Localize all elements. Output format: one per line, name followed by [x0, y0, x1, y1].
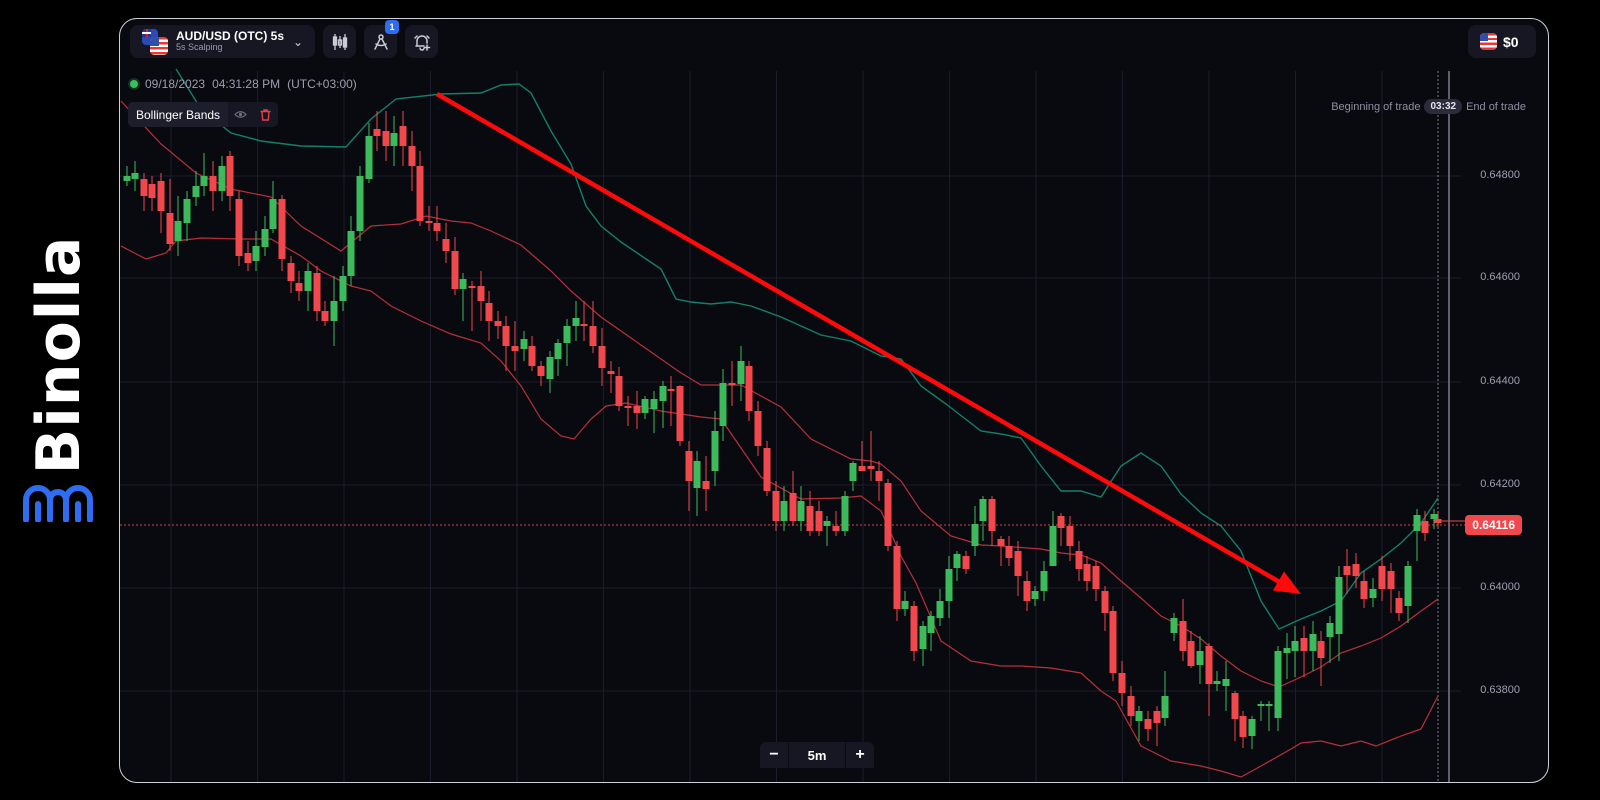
compass-icon [373, 33, 388, 50]
us-flag-icon [1480, 33, 1497, 50]
aud-usd-flags-icon [142, 28, 168, 55]
eye-icon [234, 111, 247, 118]
asset-mode: 5s Scalping [176, 42, 223, 53]
brand-wordmark: Binolla [24, 235, 94, 475]
price-chart[interactable] [120, 19, 1549, 783]
beginning-of-trade-label: Beginning of trade [1331, 100, 1421, 113]
time-text: 04:31:28 PM [212, 77, 281, 91]
alarm-add-icon [413, 34, 430, 51]
zoom-in-button[interactable]: + [855, 746, 865, 763]
end-of-trade-label: End of trade [1466, 100, 1526, 113]
candlestick-icon [332, 33, 347, 50]
trade-timeline-labels: Beginning of trade 03:32 End of trade [1331, 99, 1526, 114]
asset-name: AUD/USD (OTC) 5s [176, 28, 285, 43]
price-tick-label: 0.64200 [1480, 478, 1520, 490]
zoom-out-button[interactable]: − [769, 746, 779, 763]
timeframe-zoom-control: − 5m + [760, 742, 874, 768]
asset-selector[interactable]: AUD/USD (OTC) 5s 5s Scalping ⌄ [130, 25, 315, 58]
price-tick-label: 0.63800 [1480, 684, 1520, 696]
chart-toolbar: AUD/USD (OTC) 5s 5s Scalping ⌄ 1 [130, 20, 438, 58]
price-tick-label: 0.64000 [1480, 581, 1520, 593]
indicator-label[interactable]: Bollinger Bands [128, 102, 229, 127]
remove-indicator-button[interactable] [253, 102, 278, 127]
toggle-visibility-button[interactable] [228, 102, 253, 127]
date-text: 09/18/2023 [145, 77, 206, 91]
live-status-icon [130, 80, 138, 88]
price-alert-button[interactable] [405, 25, 438, 58]
drawing-tools-button[interactable]: 1 [364, 20, 399, 58]
trade-timer: 03:32 [1424, 99, 1463, 114]
trash-icon [260, 108, 271, 121]
balance-button[interactable]: $0 [1468, 25, 1536, 58]
current-price-tag: 0.64116 [1465, 515, 1522, 535]
balance-value: $0 [1503, 33, 1519, 50]
trading-window: AUD/USD (OTC) 5s 5s Scalping ⌄ 1 [119, 18, 1549, 783]
binolla-logo-icon [23, 485, 93, 522]
price-tick-label: 0.64600 [1480, 271, 1520, 283]
chart-datetime: 09/18/2023 04:31:28 PM (UTC+03:00) [130, 77, 357, 91]
drawings-count-badge: 1 [385, 20, 399, 34]
timezone-text: (UTC+03:00) [287, 77, 357, 91]
chevron-down-icon: ⌄ [292, 34, 303, 49]
indicator-chip: Bollinger Bands [128, 102, 279, 127]
brand-panel: Binolla [0, 0, 118, 800]
price-tick-label: 0.64800 [1480, 169, 1520, 181]
price-tick-label: 0.64400 [1480, 375, 1520, 387]
timeframe-value[interactable]: 5m [788, 742, 846, 768]
chart-type-button[interactable] [323, 25, 356, 58]
